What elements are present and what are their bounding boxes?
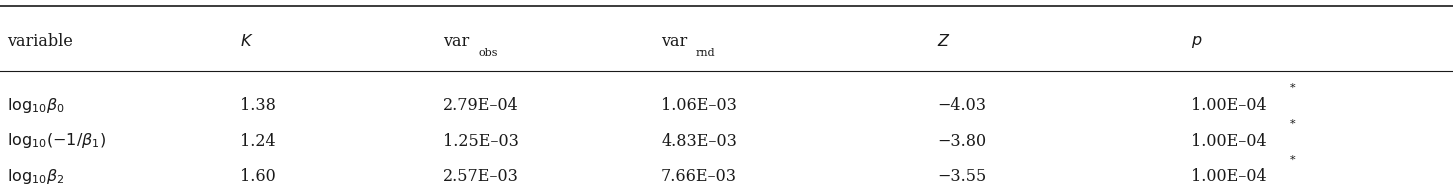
Text: var: var — [443, 33, 469, 50]
Text: −4.03: −4.03 — [937, 97, 987, 114]
Text: 7.66E–03: 7.66E–03 — [661, 168, 737, 185]
Text: 2.57E–03: 2.57E–03 — [443, 168, 519, 185]
Text: $Z$: $Z$ — [937, 33, 950, 50]
Text: 2.79E–04: 2.79E–04 — [443, 97, 519, 114]
Text: *: * — [1290, 155, 1296, 165]
Text: 1.06E–03: 1.06E–03 — [661, 97, 737, 114]
Text: 1.24: 1.24 — [240, 133, 276, 149]
Text: 1.00E–04: 1.00E–04 — [1191, 168, 1267, 185]
Text: rnd: rnd — [696, 48, 716, 58]
Text: variable: variable — [7, 33, 73, 50]
Text: obs: obs — [478, 48, 497, 58]
Text: 4.83E–03: 4.83E–03 — [661, 133, 737, 149]
Text: 1.60: 1.60 — [240, 168, 276, 185]
Text: 1.38: 1.38 — [240, 97, 276, 114]
Text: *: * — [1290, 83, 1296, 93]
Text: 1.25E–03: 1.25E–03 — [443, 133, 519, 149]
Text: $\mathrm{log}_{10}\beta_0$: $\mathrm{log}_{10}\beta_0$ — [7, 96, 65, 115]
Text: −3.55: −3.55 — [937, 168, 987, 185]
Text: −3.80: −3.80 — [937, 133, 987, 149]
Text: var: var — [661, 33, 687, 50]
Text: $\mathrm{log}_{10}\beta_2$: $\mathrm{log}_{10}\beta_2$ — [7, 167, 65, 186]
Text: $\mathrm{log}_{10}(-1/\beta_1)$: $\mathrm{log}_{10}(-1/\beta_1)$ — [7, 131, 106, 151]
Text: *: * — [1290, 119, 1296, 129]
Text: $K$: $K$ — [240, 33, 253, 50]
Text: 1.00E–04: 1.00E–04 — [1191, 133, 1267, 149]
Text: $p$: $p$ — [1191, 33, 1203, 50]
Text: 1.00E–04: 1.00E–04 — [1191, 97, 1267, 114]
